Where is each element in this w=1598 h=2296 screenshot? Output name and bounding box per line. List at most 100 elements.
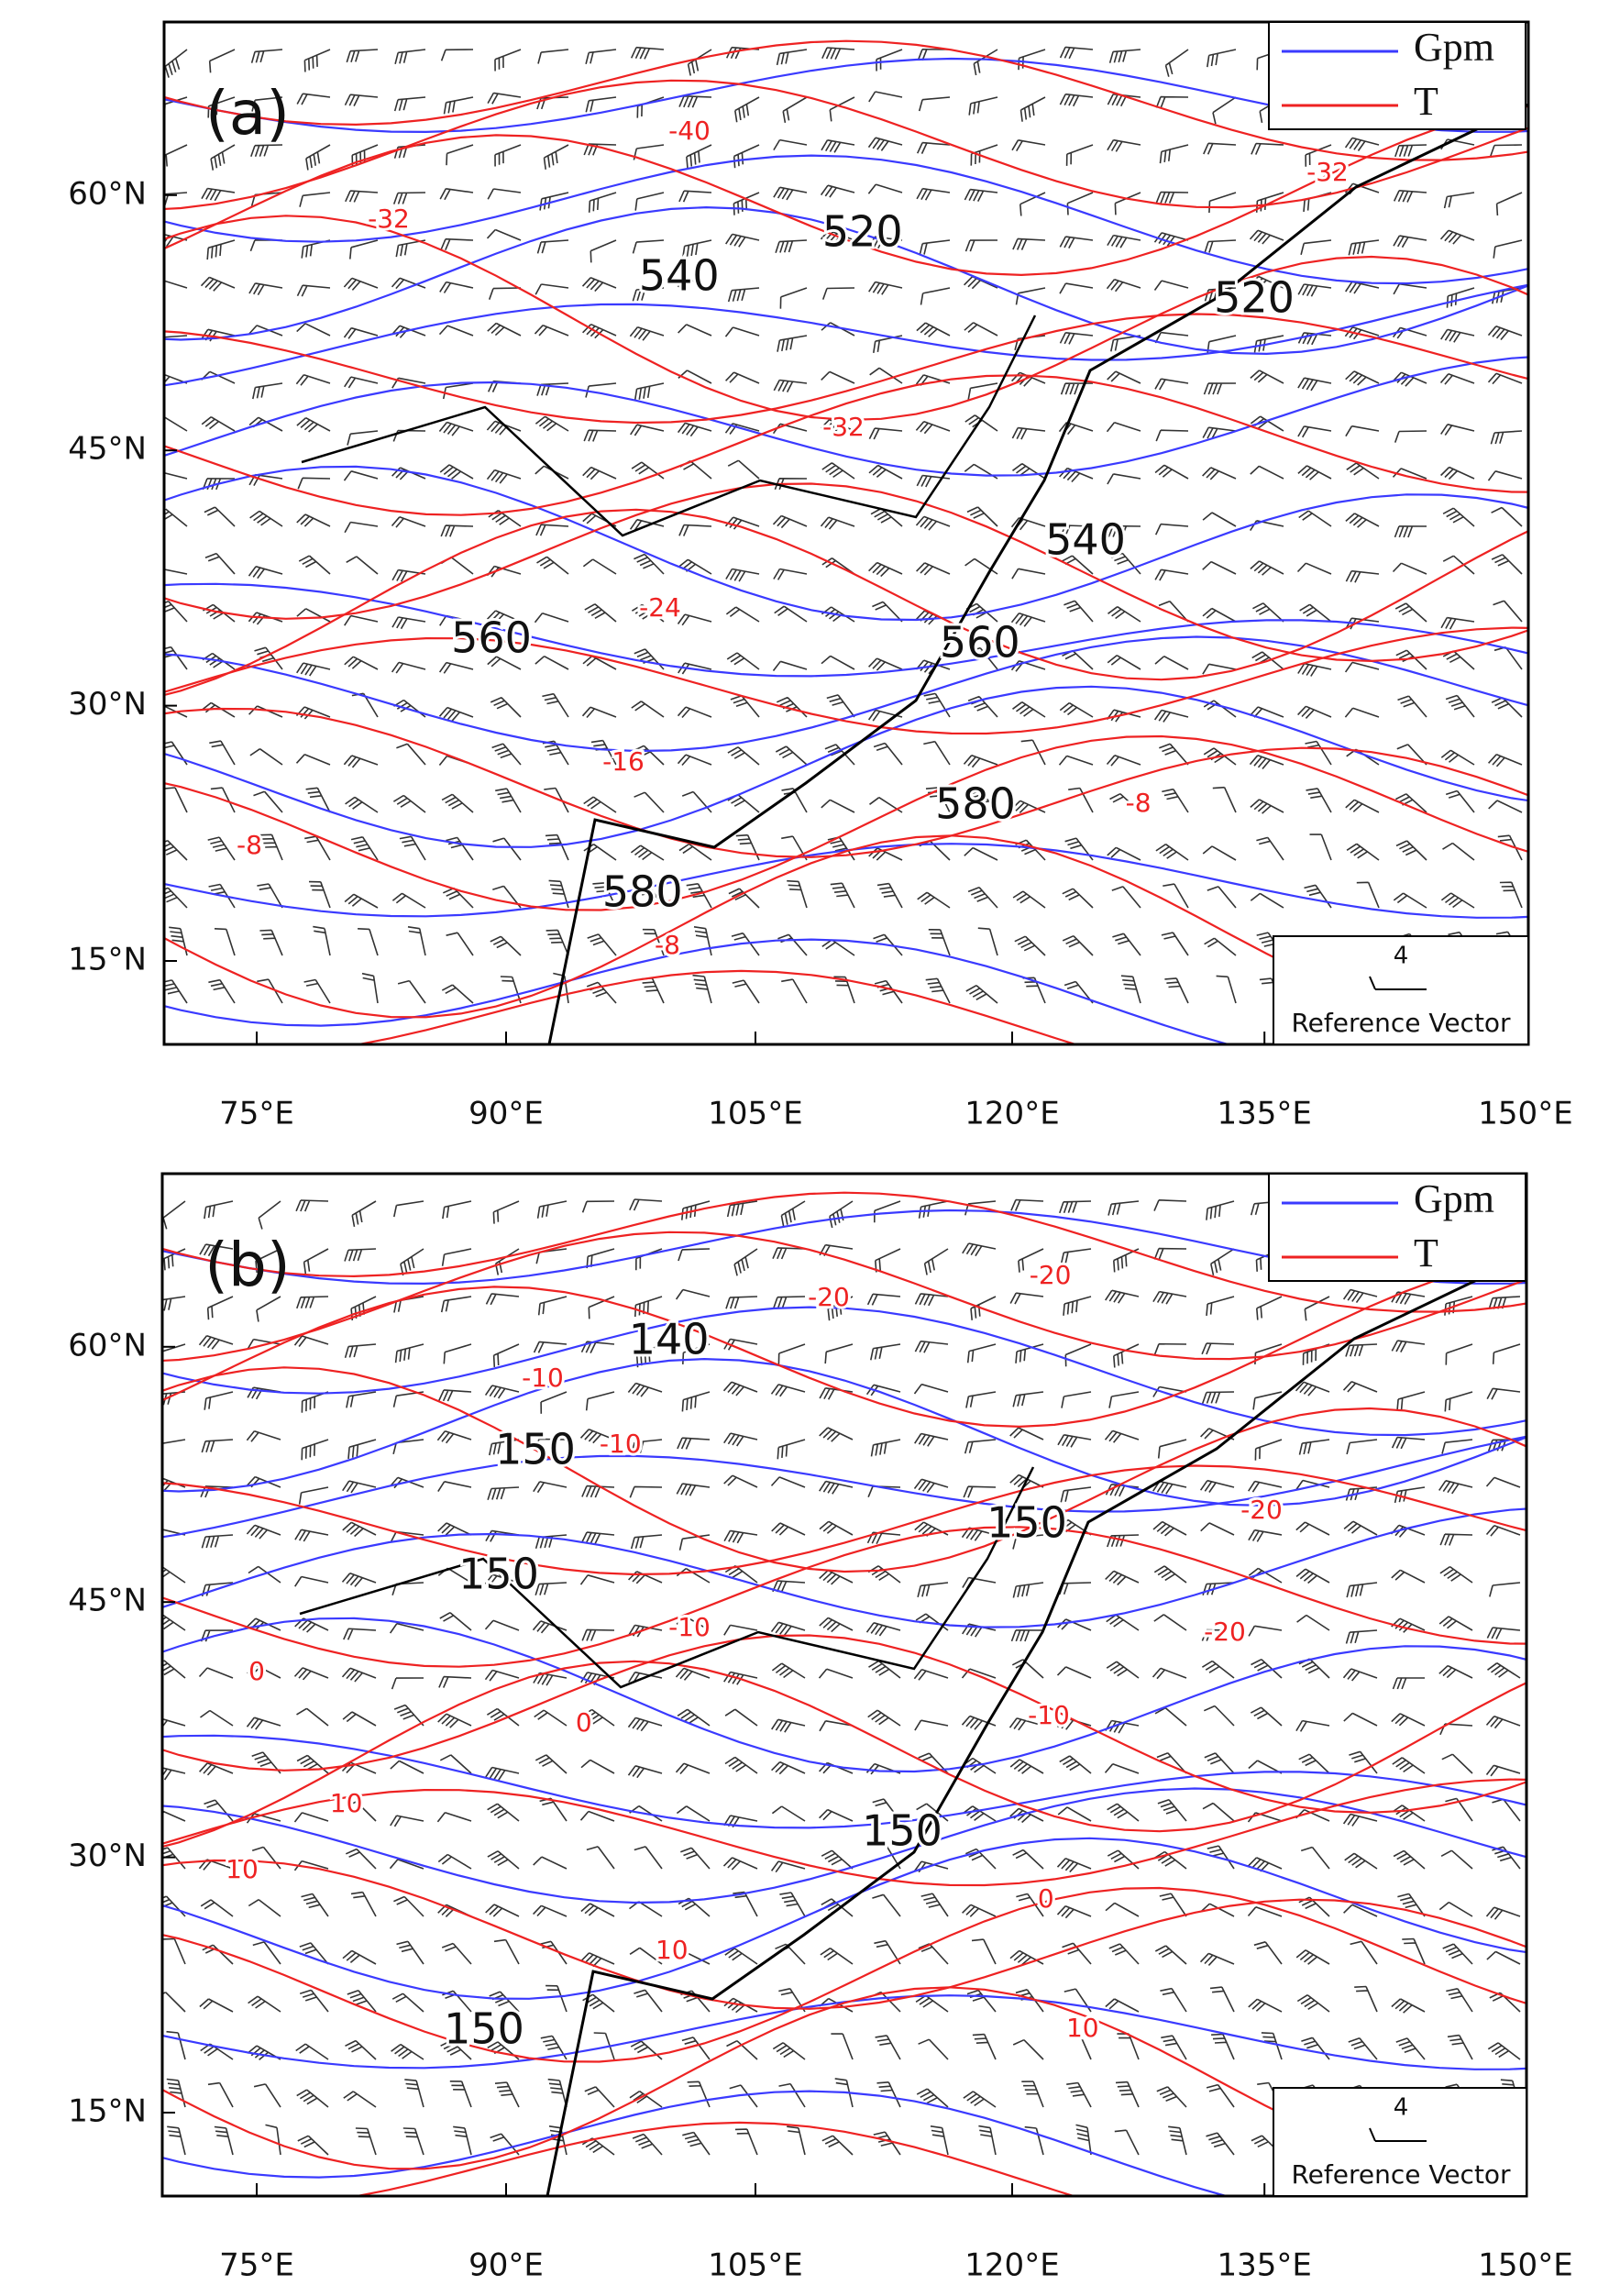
wind-barb: [1438, 1616, 1473, 1631]
wind-barb: [724, 1565, 758, 1584]
wind-barb: [296, 2089, 329, 2108]
wind-barb: [821, 655, 855, 670]
wind-barb: [773, 138, 808, 151]
wind-barb: [485, 1904, 520, 1917]
wind-barb: [1438, 1664, 1473, 1679]
wind-barb: [1202, 1802, 1235, 1822]
wind-barb: [773, 379, 808, 392]
wind-barb: [1487, 2042, 1521, 2060]
wind-barb: [1204, 239, 1237, 253]
contour-line: [164, 508, 1528, 697]
wind-barb: [296, 1754, 329, 1774]
wind-barb: [676, 1950, 711, 1965]
wind-barb: [1012, 1534, 1044, 1550]
wind-barb: [873, 742, 903, 766]
wind-barb: [1252, 602, 1284, 623]
wind-barb: [1441, 1753, 1473, 1774]
contour-line: [164, 205, 1528, 356]
wind-barb: [630, 424, 665, 436]
wind-barb: [438, 706, 474, 722]
wind-barb: [487, 1486, 520, 1500]
wind-barb: [733, 144, 760, 169]
wind-barb: [162, 1614, 186, 1631]
wind-barb: [1018, 1248, 1044, 1273]
wind-barb: [342, 1521, 377, 1538]
wind-barb: [439, 1754, 472, 1774]
wind-barb: [533, 1672, 568, 1686]
wind-barb: [164, 979, 188, 1004]
wind-barb: [1203, 142, 1237, 155]
contour-line: [164, 105, 1528, 277]
wind-barb: [1106, 1661, 1140, 1679]
wind-barb: [1298, 510, 1332, 527]
wind-barb: [819, 1569, 854, 1585]
contour-line: [162, 2090, 1230, 2196]
wind-barb: [1059, 93, 1094, 107]
contour-line: [164, 734, 1528, 911]
wind-barb: [164, 192, 188, 205]
wind-barb: [1014, 935, 1046, 956]
wind-barb: [1201, 1391, 1235, 1404]
lon-label: 150°E: [1478, 2247, 1572, 2284]
wind-barb: [351, 1200, 377, 1228]
wind-barb: [1060, 1486, 1092, 1503]
wind-barb: [1012, 463, 1046, 480]
wind-barb: [1012, 1582, 1044, 1598]
wind-barb: [303, 978, 331, 1004]
wind-barb: [677, 754, 712, 767]
wind-barb: [296, 284, 331, 297]
wind-barb: [343, 755, 379, 768]
wind-barb: [492, 1343, 520, 1367]
wind-barb: [1261, 2032, 1283, 2060]
wind-barb: [923, 1248, 949, 1275]
wind-barb: [677, 422, 712, 437]
wind-barb: [439, 464, 474, 480]
wind-barb: [821, 1849, 854, 1870]
wind-barb: [677, 706, 712, 719]
wind-barb: [678, 558, 712, 575]
wind-barb: [962, 1904, 997, 1917]
wind-barb: [914, 1719, 949, 1731]
wind-barb: [437, 1713, 472, 1728]
wind-barb: [487, 92, 522, 105]
lon-label: 135°E: [1218, 2247, 1312, 2284]
wind-barb: [438, 661, 474, 674]
wind-barb: [1059, 1755, 1092, 1774]
wind-barb: [164, 839, 188, 861]
wind-barb: [724, 1708, 758, 1727]
wind-barb: [396, 743, 426, 766]
wind-barb: [407, 926, 426, 956]
wind-barb: [294, 1529, 329, 1542]
wind-barb: [925, 977, 951, 1004]
wind-barb: [1210, 1248, 1235, 1275]
wind-barb: [201, 1534, 234, 1549]
wind-barb: [494, 49, 522, 72]
wind-barb: [535, 1582, 568, 1596]
wind-barb: [1299, 603, 1332, 623]
wind-barb: [1297, 283, 1332, 297]
wind-barb: [1066, 192, 1094, 215]
wind-barb: [1489, 144, 1523, 157]
wind-barb: [914, 1340, 949, 1353]
wind-barb: [294, 1575, 329, 1587]
wind-barb: [635, 1343, 663, 1368]
wind-barb: [346, 1391, 377, 1408]
wind-barb: [1342, 1288, 1378, 1304]
wind-barb: [1206, 1296, 1235, 1316]
contour-line: [164, 374, 1528, 516]
wind-barb: [1255, 192, 1284, 213]
wind-barb: [868, 1660, 901, 1679]
wind-barb: [968, 96, 998, 116]
wind-barb: [347, 1439, 377, 1460]
coastline: [546, 1254, 1526, 2196]
wind-barb: [1485, 1525, 1521, 1537]
wind-barb: [493, 1938, 520, 1965]
wind-barb: [392, 192, 426, 204]
lat-label: 60°N: [68, 175, 147, 212]
wind-barb: [581, 1628, 615, 1641]
wind-barb: [437, 1853, 472, 1870]
wind-barb: [771, 1805, 806, 1822]
wind-barb: [1248, 1480, 1283, 1493]
wind-barb: [1251, 2135, 1283, 2156]
wind-barb: [1164, 49, 1189, 77]
